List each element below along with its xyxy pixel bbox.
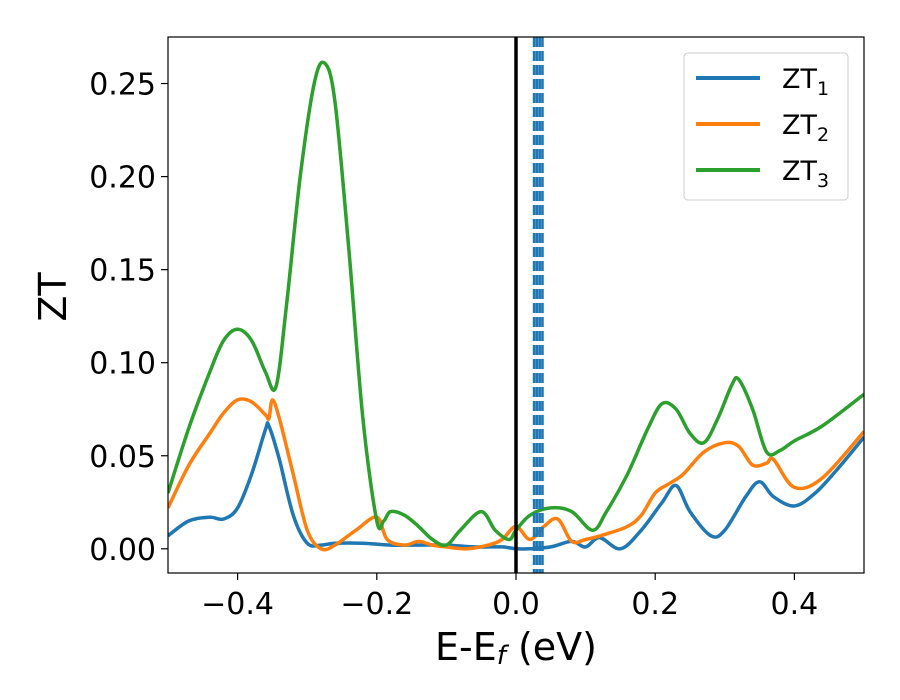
- x-axis-title-main: E-E: [435, 625, 497, 669]
- y-tick-label: 0.00: [89, 533, 156, 568]
- x-axis-title: E-Ef (eV): [435, 625, 597, 671]
- y-tick-label: 0.15: [89, 254, 156, 289]
- legend-label-zt2: ZT2: [782, 110, 829, 146]
- y-axis-ticks: 0.00 0.05 0.10 0.15 0.20 0.25: [89, 68, 168, 568]
- y-tick-label: 0.10: [89, 347, 156, 382]
- legend-label-zt1: ZT1: [782, 64, 829, 100]
- y-tick-label: 0.20: [89, 161, 156, 196]
- y-axis-title: ZT: [31, 272, 75, 322]
- y-tick-label: 0.05: [89, 440, 156, 475]
- legend: ZT1 ZT2 ZT3: [683, 52, 849, 201]
- series-line-zt2: [168, 397, 864, 552]
- legend-items: ZT1 ZT2 ZT3: [696, 64, 829, 192]
- reference-lines: [514, 37, 544, 573]
- x-tick-label: −0.4: [201, 587, 274, 622]
- x-tick-label: 0.4: [771, 587, 819, 622]
- x-tick-label: 0.0: [492, 587, 540, 622]
- series-line-zt3: [168, 60, 864, 548]
- x-tick-label: −0.2: [340, 587, 413, 622]
- x-axis-ticks: −0.4 −0.2 0.0 0.2 0.4: [201, 573, 818, 622]
- legend-label-zt3: ZT3: [782, 156, 829, 192]
- x-axis-title-unit: (eV): [506, 625, 597, 669]
- legend-box: [683, 52, 849, 201]
- x-tick-label: 0.2: [631, 587, 679, 622]
- y-tick-label: 0.25: [89, 68, 156, 103]
